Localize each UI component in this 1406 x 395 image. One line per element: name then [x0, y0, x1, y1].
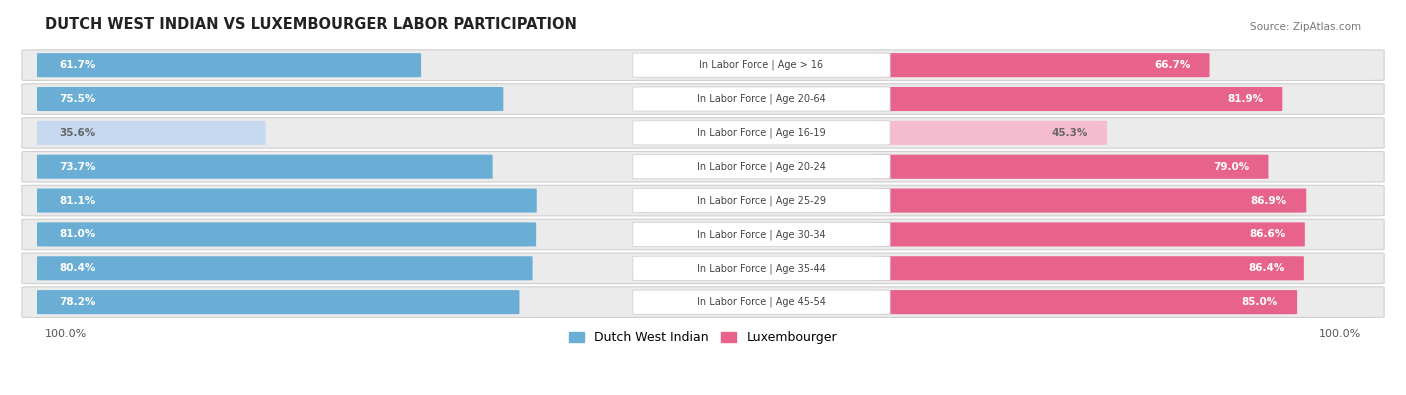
- Text: 35.6%: 35.6%: [59, 128, 96, 138]
- FancyBboxPatch shape: [22, 253, 1384, 284]
- FancyBboxPatch shape: [22, 151, 1384, 182]
- FancyBboxPatch shape: [873, 188, 1306, 213]
- FancyBboxPatch shape: [873, 222, 1305, 246]
- Text: 79.0%: 79.0%: [1213, 162, 1249, 172]
- FancyBboxPatch shape: [633, 121, 890, 145]
- FancyBboxPatch shape: [37, 155, 492, 179]
- FancyBboxPatch shape: [37, 222, 536, 246]
- Text: 66.7%: 66.7%: [1154, 60, 1191, 70]
- Text: 100.0%: 100.0%: [1319, 329, 1361, 339]
- Text: Source: ZipAtlas.com: Source: ZipAtlas.com: [1250, 22, 1361, 32]
- Text: 86.9%: 86.9%: [1251, 196, 1286, 205]
- FancyBboxPatch shape: [873, 87, 1282, 111]
- Text: 78.2%: 78.2%: [59, 297, 96, 307]
- FancyBboxPatch shape: [633, 188, 890, 213]
- FancyBboxPatch shape: [873, 256, 1303, 280]
- Text: In Labor Force | Age 30-34: In Labor Force | Age 30-34: [697, 229, 825, 240]
- Text: 73.7%: 73.7%: [59, 162, 96, 172]
- FancyBboxPatch shape: [633, 155, 890, 179]
- FancyBboxPatch shape: [37, 290, 519, 314]
- Text: 81.9%: 81.9%: [1227, 94, 1263, 104]
- FancyBboxPatch shape: [22, 50, 1384, 81]
- FancyBboxPatch shape: [873, 155, 1268, 179]
- FancyBboxPatch shape: [873, 121, 1107, 145]
- FancyBboxPatch shape: [37, 87, 503, 111]
- Text: In Labor Force | Age 20-24: In Labor Force | Age 20-24: [697, 162, 825, 172]
- Text: In Labor Force | Age 45-54: In Labor Force | Age 45-54: [697, 297, 825, 307]
- FancyBboxPatch shape: [22, 118, 1384, 148]
- Text: 85.0%: 85.0%: [1241, 297, 1278, 307]
- Text: 86.6%: 86.6%: [1250, 229, 1285, 239]
- Text: 81.1%: 81.1%: [59, 196, 96, 205]
- Text: 86.4%: 86.4%: [1249, 263, 1285, 273]
- FancyBboxPatch shape: [873, 290, 1298, 314]
- Text: In Labor Force | Age 35-44: In Labor Force | Age 35-44: [697, 263, 825, 273]
- Text: In Labor Force | Age 16-19: In Labor Force | Age 16-19: [697, 128, 825, 138]
- FancyBboxPatch shape: [22, 84, 1384, 114]
- FancyBboxPatch shape: [37, 121, 266, 145]
- FancyBboxPatch shape: [37, 256, 533, 280]
- Text: In Labor Force | Age 25-29: In Labor Force | Age 25-29: [697, 196, 825, 206]
- FancyBboxPatch shape: [22, 219, 1384, 250]
- Text: 80.4%: 80.4%: [59, 263, 96, 273]
- FancyBboxPatch shape: [37, 188, 537, 213]
- Text: 81.0%: 81.0%: [59, 229, 96, 239]
- FancyBboxPatch shape: [873, 53, 1209, 77]
- FancyBboxPatch shape: [633, 53, 890, 77]
- FancyBboxPatch shape: [633, 256, 890, 280]
- Text: DUTCH WEST INDIAN VS LUXEMBOURGER LABOR PARTICIPATION: DUTCH WEST INDIAN VS LUXEMBOURGER LABOR …: [45, 17, 576, 32]
- FancyBboxPatch shape: [22, 287, 1384, 318]
- Text: 100.0%: 100.0%: [45, 329, 87, 339]
- Text: In Labor Force | Age 20-64: In Labor Force | Age 20-64: [697, 94, 825, 104]
- Text: 75.5%: 75.5%: [59, 94, 96, 104]
- Text: 45.3%: 45.3%: [1052, 128, 1088, 138]
- FancyBboxPatch shape: [633, 222, 890, 246]
- Text: 61.7%: 61.7%: [59, 60, 96, 70]
- Legend: Dutch West Indian, Luxembourger: Dutch West Indian, Luxembourger: [565, 327, 841, 348]
- Text: In Labor Force | Age > 16: In Labor Force | Age > 16: [699, 60, 824, 70]
- FancyBboxPatch shape: [37, 53, 422, 77]
- FancyBboxPatch shape: [633, 290, 890, 314]
- FancyBboxPatch shape: [633, 87, 890, 111]
- FancyBboxPatch shape: [22, 185, 1384, 216]
